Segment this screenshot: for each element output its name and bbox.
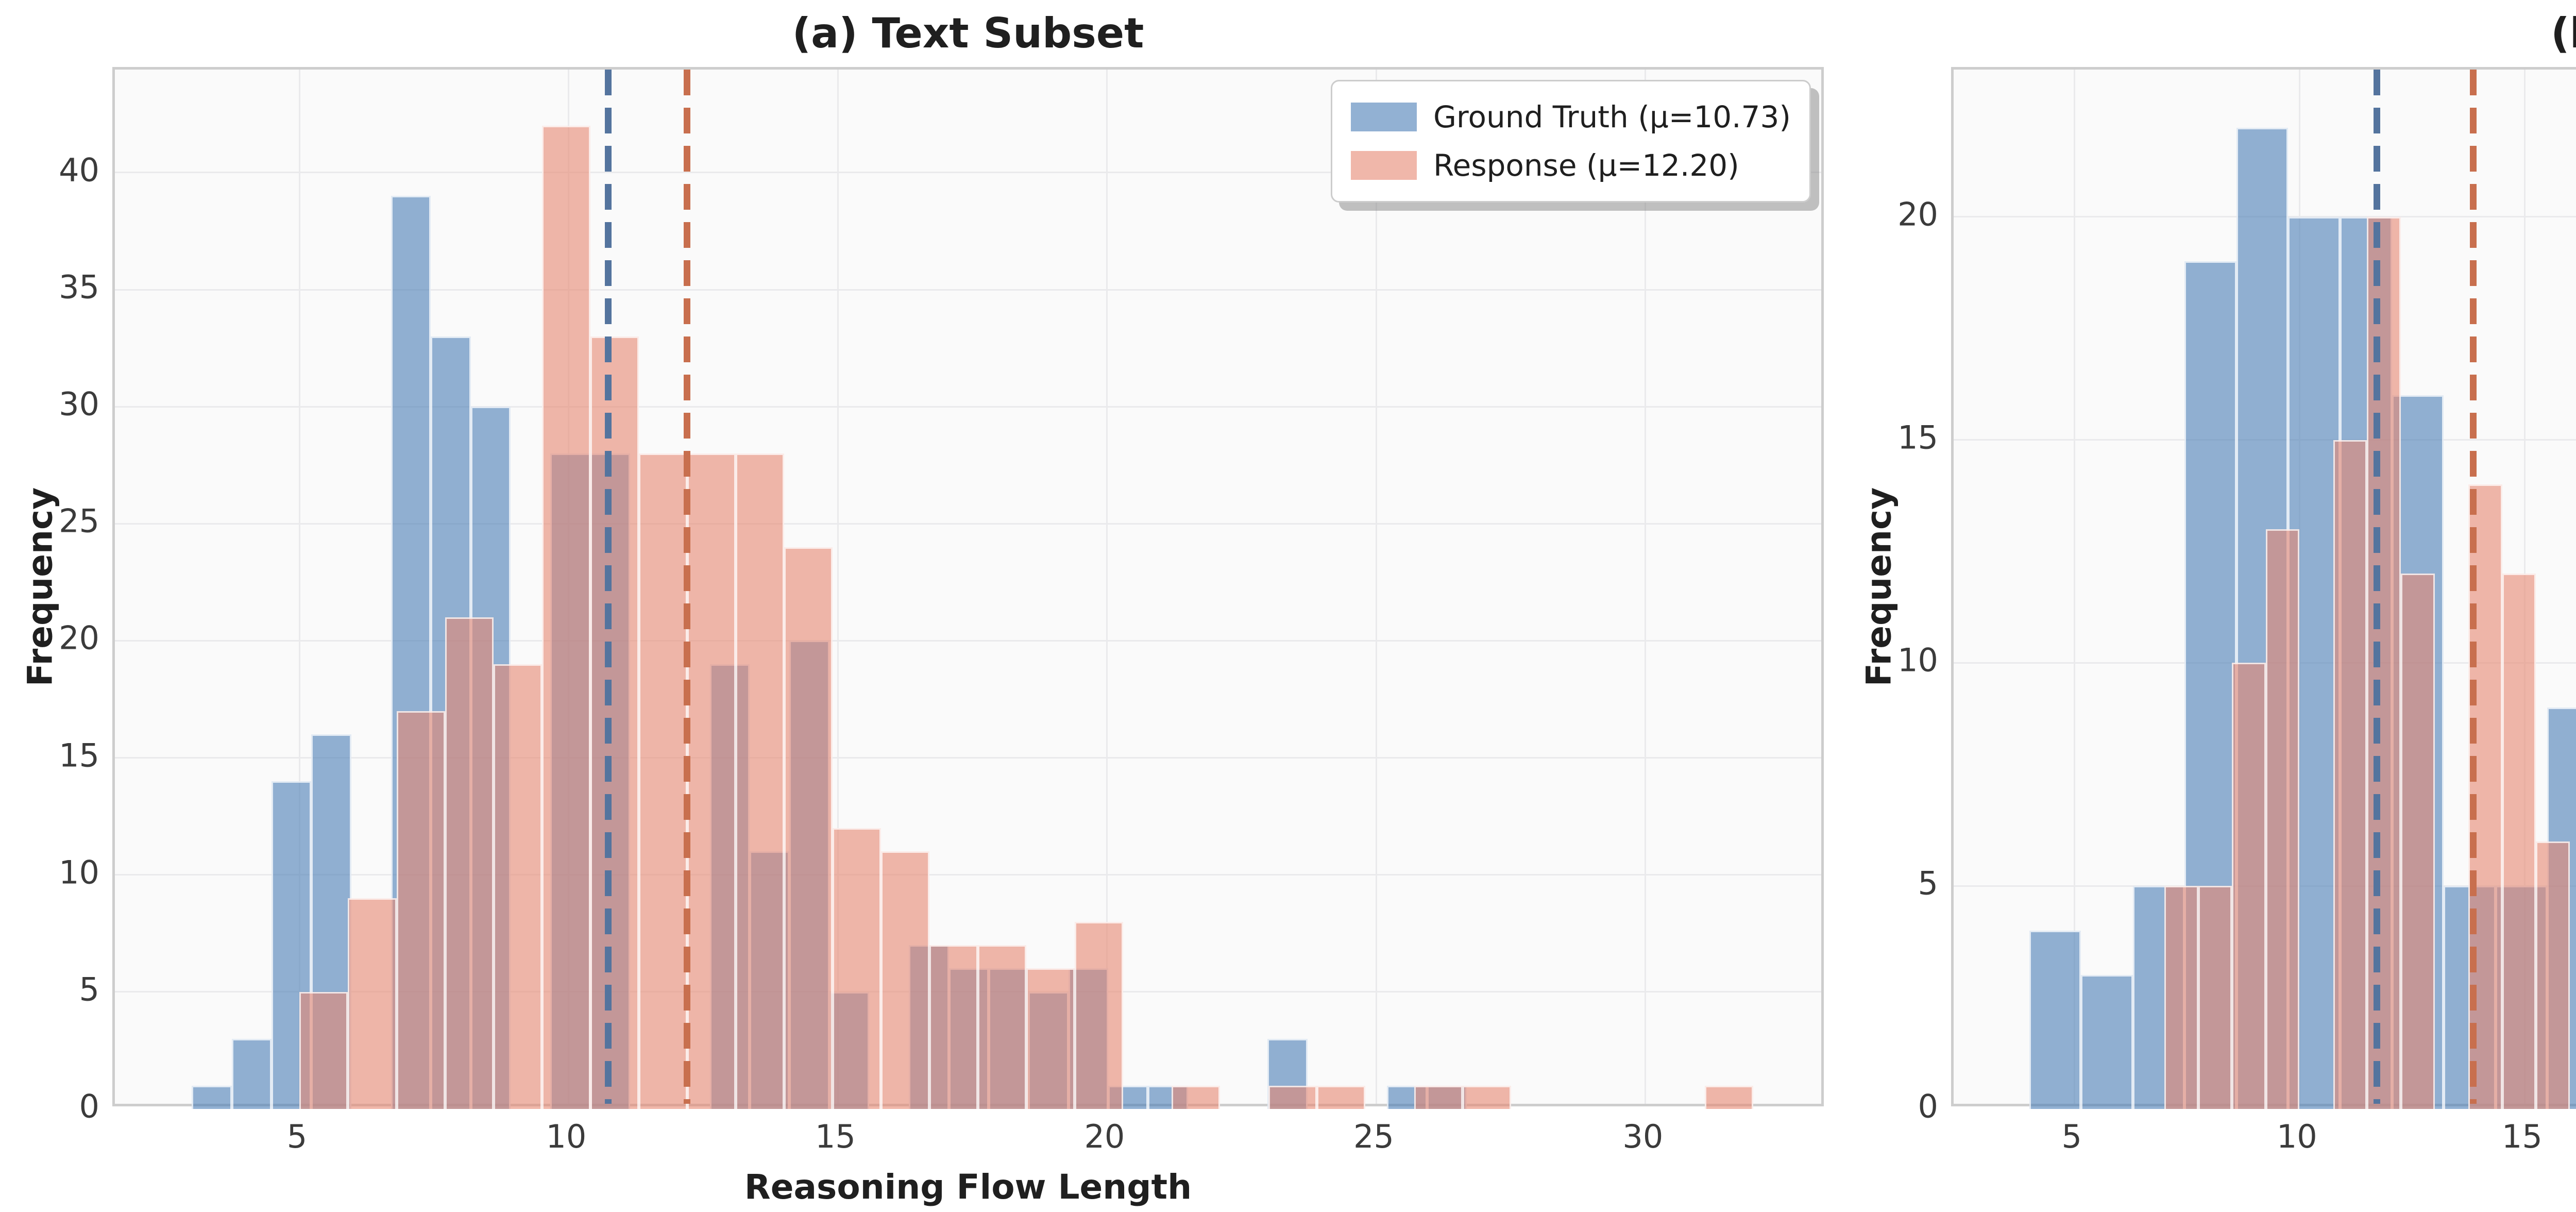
y-tick-label: 20 [59, 619, 99, 657]
grid-line-y [115, 172, 1821, 174]
legend-swatch-response [1350, 151, 1417, 180]
grid-line-y [115, 757, 1821, 759]
histogram-bar-ground-truth [2029, 930, 2081, 1109]
chart-title: (b) Multimodal Subset [2551, 9, 2576, 57]
histogram-bar-response [2164, 886, 2198, 1109]
histogram-bar-response [784, 547, 833, 1109]
histogram-bar-response [1075, 921, 1124, 1109]
histogram-bar-response [1317, 1085, 1366, 1109]
mean-line-response [2470, 70, 2477, 1104]
histogram-bar-response [881, 851, 930, 1109]
grid-line-y [115, 289, 1821, 291]
histogram-bar-response [1414, 1085, 1463, 1109]
histogram-bar-response [493, 664, 542, 1109]
grid-line-x [1106, 70, 1108, 1104]
mean-line-response [684, 70, 691, 1104]
y-tick-label: 25 [59, 502, 99, 540]
histogram-bar-response [1172, 1085, 1221, 1109]
histogram-bar-response [1462, 1085, 1511, 1109]
y-tick-label: 0 [1918, 1087, 1938, 1125]
y-tick-label: 5 [1918, 864, 1938, 902]
x-tick-label: 25 [1353, 1118, 1394, 1155]
histogram-bar-response [638, 453, 687, 1109]
x-tick-label: 10 [546, 1118, 587, 1155]
grid-line-x [298, 70, 300, 1104]
chart-title: (a) Text Subset [792, 9, 1144, 57]
histogram-bar-response [299, 991, 348, 1109]
x-tick-label: 15 [2501, 1118, 2543, 1155]
grid-line-x [1375, 70, 1377, 1104]
y-tick-label: 35 [59, 268, 99, 306]
mean-line-ground-truth [604, 70, 612, 1104]
histogram-bar-response [348, 898, 397, 1109]
histogram-bar-ground-truth [192, 1085, 232, 1109]
histogram-bar-response [590, 336, 639, 1109]
legend: Ground Truth (μ=10.73) Response (μ=12.20… [1330, 80, 1811, 203]
histogram-bar-response [2232, 663, 2266, 1109]
y-tick-label: 30 [59, 385, 99, 423]
histogram-bar-ground-truth [231, 1038, 272, 1109]
mean-line-ground-truth [2374, 70, 2381, 1104]
histogram-bar-response [978, 945, 1027, 1109]
x-axis-label: Reasoning Flow Length [744, 1167, 1192, 1207]
histogram-bar-response [396, 711, 445, 1109]
histogram-bar-response [687, 453, 736, 1109]
legend-label-response: Response (μ=12.20) [1433, 148, 1739, 183]
x-tick-label: 10 [2276, 1118, 2317, 1155]
histogram-bar-response [735, 453, 784, 1109]
grid-line-x [837, 70, 839, 1104]
plot-area [112, 67, 1824, 1109]
y-tick-label: 40 [59, 151, 99, 189]
x-tick-label: 5 [2061, 1118, 2082, 1155]
y-tick-label: 0 [79, 1087, 99, 1125]
x-tick-label: 30 [1622, 1118, 1664, 1155]
grid-line-x [1645, 70, 1647, 1104]
legend-row: Ground Truth (μ=10.73) [1350, 97, 1791, 137]
grid-line-x [2073, 70, 2075, 1104]
y-tick-label: 15 [1897, 418, 1938, 456]
histogram-bar-response [541, 126, 590, 1109]
y-tick-label: 10 [59, 853, 99, 891]
histogram-bar-response [832, 828, 881, 1109]
histogram-bar-response [2333, 440, 2367, 1109]
histogram-bar-response [929, 945, 978, 1109]
histogram-bar-response [2367, 216, 2401, 1109]
histogram-bar-response [1268, 1085, 1317, 1109]
x-tick-label: 20 [1084, 1118, 1125, 1155]
histogram-bar-response [2536, 841, 2570, 1109]
histogram-bar-response [2198, 886, 2232, 1109]
histogram-bar-response [2502, 574, 2536, 1109]
histogram-bar-response [445, 617, 494, 1109]
histogram-bar-response [1026, 968, 1075, 1109]
y-tick-label: 15 [59, 736, 99, 775]
grid-line-y [115, 874, 1821, 876]
grid-line-y [115, 639, 1821, 642]
histogram-bar-response [2265, 529, 2300, 1109]
x-tick-label: 5 [286, 1118, 308, 1155]
legend-row: Response (μ=12.20) [1350, 145, 1791, 186]
y-tick-label: 10 [1897, 641, 1938, 679]
y-tick-label: 5 [79, 970, 99, 1008]
plot-area [1951, 67, 2576, 1109]
y-tick-label: 20 [1897, 195, 1938, 233]
grid-line-y [115, 523, 1821, 525]
grid-line-y [115, 406, 1821, 408]
histogram-bar-response [2400, 574, 2435, 1109]
histogram-bar-response [1704, 1085, 1753, 1109]
histogram-bar-ground-truth [2081, 975, 2133, 1109]
legend-label-ground-truth: Ground Truth (μ=10.73) [1433, 99, 1791, 134]
legend-swatch-ground-truth [1350, 103, 1417, 131]
x-tick-label: 15 [815, 1118, 856, 1155]
